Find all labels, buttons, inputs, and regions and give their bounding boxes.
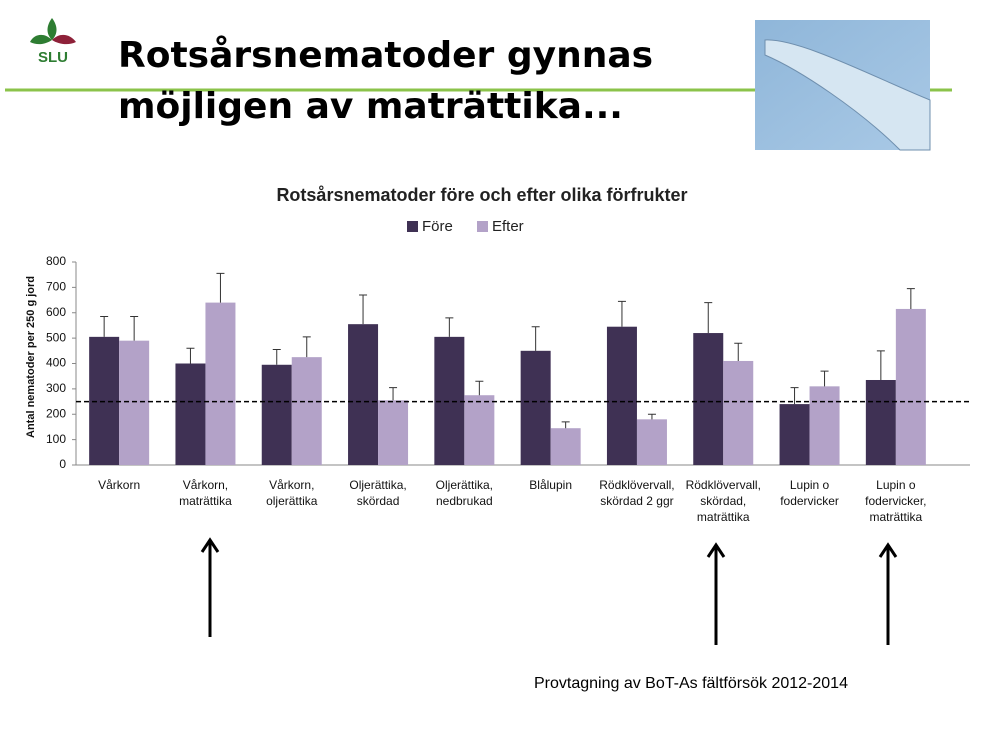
footer: Provtagning av BoT-As fältförsök 2012-20…: [534, 675, 848, 692]
error-bar: [647, 413, 656, 420]
slide-title: möjligen av maträttika...: [118, 86, 623, 127]
error-bar: [876, 350, 885, 380]
bar: [723, 360, 754, 465]
bar: [119, 340, 150, 465]
error-bar: [302, 336, 311, 358]
chart-title: Rotsårsnematoder före och efter olika fö…: [276, 185, 687, 205]
y-tick-label: 400: [46, 356, 66, 370]
legend-label: Före: [422, 218, 453, 235]
bar: [606, 326, 637, 465]
legend-swatch: [407, 221, 418, 232]
y-tick-label: 800: [46, 254, 66, 268]
bar: [464, 395, 495, 465]
y-tick-label: 0: [59, 457, 66, 471]
photo: [755, 20, 931, 151]
logo-text: SLU: [38, 49, 68, 66]
x-tick-label: Oljerättika, nedbrukad: [436, 478, 493, 508]
bar: [261, 364, 292, 465]
bar: [291, 357, 322, 465]
bar: [693, 333, 724, 465]
y-tick-label: 600: [46, 305, 66, 319]
y-tick-label: 700: [46, 280, 66, 294]
x-tick-label: Rödklövervall, skördad 2 ggr: [599, 478, 674, 508]
error-bar: [531, 326, 540, 351]
legend-label: Efter: [492, 218, 524, 235]
error-bar: [359, 294, 368, 325]
error-bar: [704, 302, 713, 334]
logo: SLU: [30, 18, 76, 66]
error-bar: [906, 288, 915, 309]
bar: [809, 386, 840, 465]
x-tick-label: Vårkorn: [98, 478, 140, 492]
error-bar: [216, 272, 225, 303]
error-bar: [734, 342, 743, 361]
x-tick-label: Oljerättika, skördad: [349, 478, 406, 508]
y-axis-label: Antal nematoder per 250 g jord: [25, 276, 37, 438]
y-tick-label: 100: [46, 432, 66, 446]
x-tick-label: Vårkorn, oljerättika: [266, 478, 318, 508]
bar: [636, 419, 667, 465]
legend-swatch: [477, 221, 488, 232]
bar: [205, 302, 236, 465]
error-bar: [561, 421, 570, 429]
error-bar: [389, 387, 398, 401]
x-tick-label: Vårkorn, maträttika: [179, 478, 232, 508]
error-bar: [186, 347, 195, 364]
bar: [378, 400, 409, 465]
bar: [895, 308, 926, 465]
bar: [779, 404, 810, 465]
x-tick-label: Lupin o fodervicker: [780, 478, 839, 508]
bar: [865, 379, 896, 465]
bar: [520, 350, 551, 465]
error-bar: [820, 370, 829, 387]
error-bar: [475, 380, 484, 396]
y-tick-label: 200: [46, 406, 66, 420]
x-tick-label: Lupin o fodervicker, maträttika: [865, 478, 926, 524]
bar: [348, 324, 379, 465]
y-tick-label: 300: [46, 381, 66, 395]
bar: [175, 363, 206, 465]
error-bar: [617, 300, 626, 327]
x-tick-label: Blålupin: [529, 478, 572, 492]
error-bar: [272, 349, 281, 365]
error-bar: [100, 316, 109, 337]
slide-title: Rotsårsnematoder gynnas: [118, 35, 653, 76]
error-bar: [445, 317, 454, 337]
arrows: [200, 537, 898, 645]
bar: [550, 428, 581, 465]
error-bar: [790, 387, 799, 405]
x-tick-label: Rödklövervall, skördad, maträttika: [686, 478, 761, 524]
y-tick-label: 500: [46, 330, 66, 344]
error-bar: [130, 316, 139, 341]
